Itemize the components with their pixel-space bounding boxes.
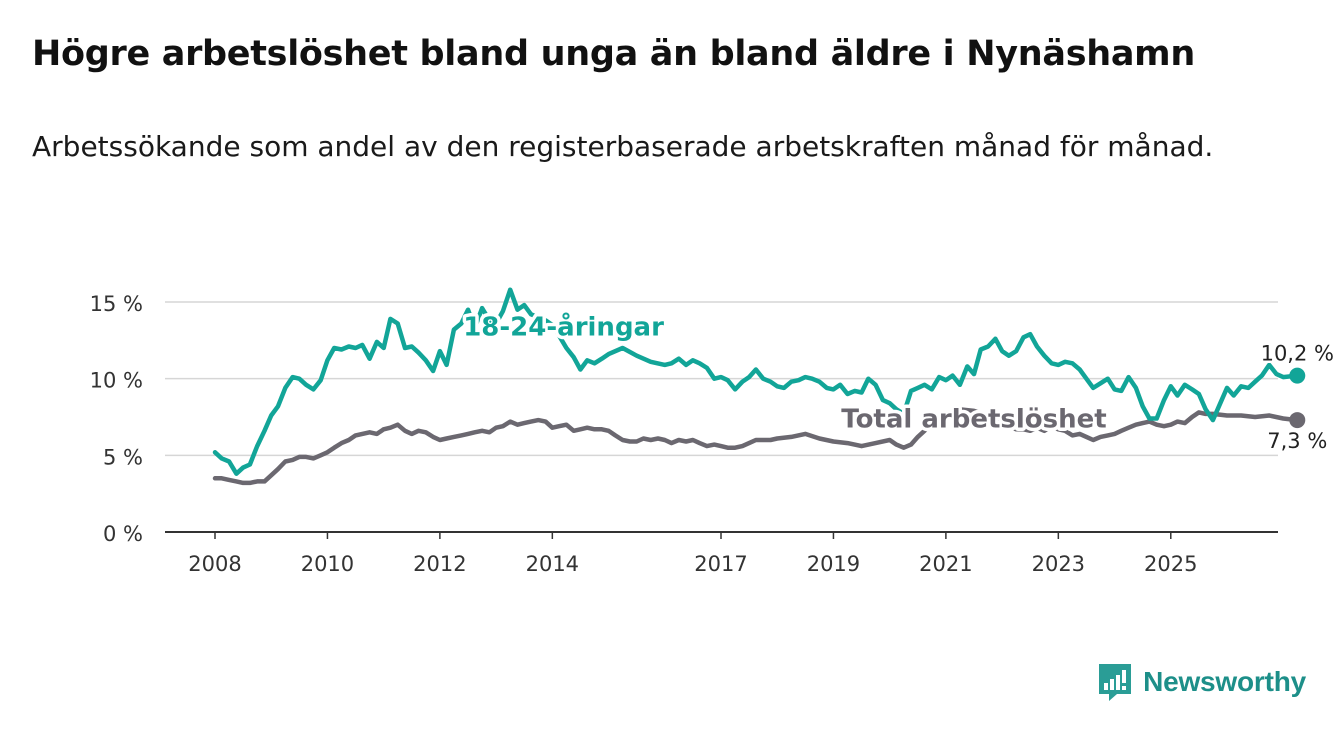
x-tick-label: 2017 <box>694 552 747 576</box>
end-value-label: 10,2 % <box>1261 342 1334 366</box>
end-value-label: 7,3 % <box>1267 429 1327 453</box>
x-tick-label: 2023 <box>1032 552 1085 576</box>
end-value-halo: 10,2 % <box>1261 342 1334 366</box>
x-tick-label: 2014 <box>526 552 579 576</box>
x-tick-label: 2025 <box>1144 552 1197 576</box>
end-marker-total <box>1289 412 1306 429</box>
page-subtitle: Arbetssökande som andel av den registerb… <box>32 130 1214 163</box>
end-value-halo: 7,3 % <box>1267 429 1327 453</box>
series-line-youth <box>212 287 1300 476</box>
x-tick-label: 2012 <box>413 552 466 576</box>
series-label: Total arbetslöshet <box>841 405 1106 435</box>
x-tick-label: 2010 <box>301 552 354 576</box>
end-marker-youth <box>1289 367 1306 384</box>
series-label-halo: 18-24-åringar <box>463 311 664 343</box>
newsworthy-logo-icon <box>1099 664 1132 701</box>
y-tick-label: 15 % <box>90 292 143 316</box>
y-tick-label: 0 % <box>103 522 143 546</box>
y-tick-label: 5 % <box>103 445 143 469</box>
series-label: 18-24-åringar <box>463 311 664 343</box>
y-tick-label: 10 % <box>90 369 143 393</box>
x-tick-label: 2008 <box>188 552 241 576</box>
brand-logo: Newsworthy <box>1097 662 1306 702</box>
series-line-total <box>212 407 1300 486</box>
brand-name: Newsworthy <box>1143 666 1306 697</box>
series-label-halo: Total arbetslöshet <box>841 405 1106 435</box>
page-title: Högre arbetslöshet bland unga än bland ä… <box>32 34 1195 74</box>
x-tick-label: 2021 <box>919 552 972 576</box>
x-tick-label: 2019 <box>807 552 860 576</box>
